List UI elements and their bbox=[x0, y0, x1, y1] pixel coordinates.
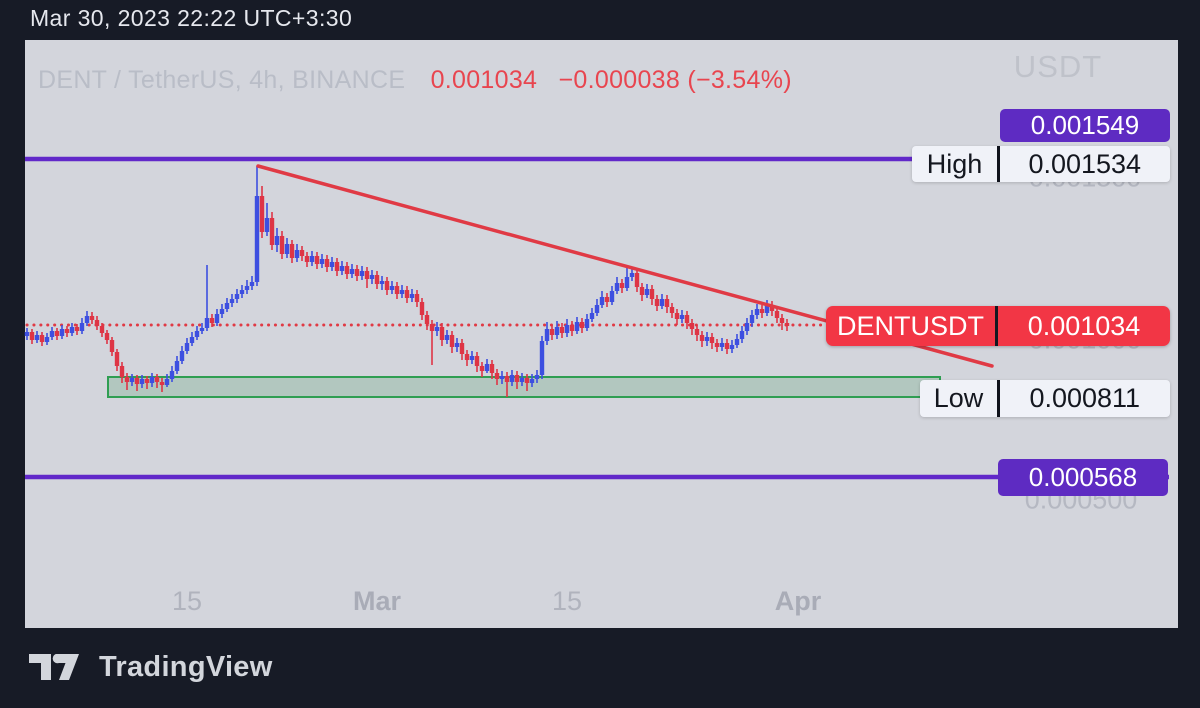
symbol-badge-label: DENTUSDT bbox=[837, 310, 984, 341]
high-price-tag: High 0.001534 bbox=[912, 146, 1170, 182]
price-change: −0.000038 (−3.54%) bbox=[558, 66, 792, 94]
resistance-price-badge: 0.001549 bbox=[1000, 109, 1170, 142]
high-value: 0.001534 bbox=[1028, 148, 1142, 179]
badge-divider bbox=[995, 306, 998, 346]
tag-divider bbox=[997, 380, 1000, 417]
time-axis-label: 15 bbox=[551, 586, 583, 616]
tradingview-attribution[interactable]: TradingView bbox=[29, 651, 273, 684]
low-price-tag: Low 0.000811 bbox=[920, 380, 1170, 417]
support-price-badge: 0.000568 bbox=[998, 459, 1168, 496]
low-label: Low bbox=[933, 383, 984, 413]
tradingview-brand-text: TradingView bbox=[99, 651, 273, 683]
last-price: 0.001034 bbox=[430, 66, 538, 94]
symbol-watermark: USDT bbox=[1013, 49, 1103, 84]
tag-divider bbox=[997, 146, 1000, 182]
time-axis-label: Apr bbox=[774, 586, 822, 616]
symbol-price-badge: DENTUSDT 0.001034 bbox=[826, 306, 1170, 346]
symbol-title: DENT / TetherUS, 4h, BINANCE bbox=[38, 66, 406, 94]
low-value: 0.000811 bbox=[1029, 383, 1141, 413]
chart-legend: DENT / TetherUS, 4h, BINANCE 0.001034 −0… bbox=[38, 66, 792, 95]
symbol-badge-value: 0.001034 bbox=[1027, 310, 1141, 341]
time-axis-label: Mar bbox=[352, 586, 402, 616]
high-label: High bbox=[926, 148, 983, 179]
snapshot-timestamp: Mar 30, 2023 22:22 UTC+3:30 bbox=[30, 5, 353, 31]
time-axis-label: 15 bbox=[171, 586, 203, 616]
tradingview-logo-icon bbox=[29, 653, 79, 680]
